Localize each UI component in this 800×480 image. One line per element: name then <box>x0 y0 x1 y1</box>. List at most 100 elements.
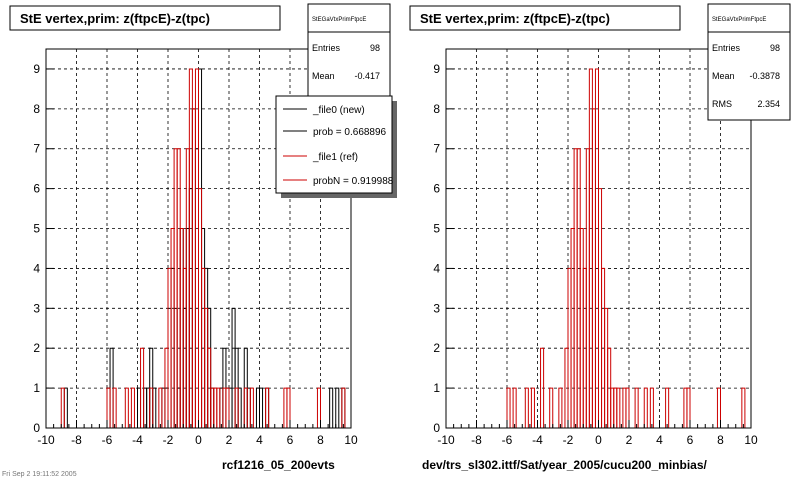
right-xtick-label: -8 <box>471 433 482 447</box>
legend-label-ref: _file1 (ref) <box>312 152 358 163</box>
left-xtick-label: 6 <box>287 433 294 447</box>
left-xtick-label: -10 <box>37 433 55 447</box>
left-bin <box>249 387 254 428</box>
right-xtick-label: -10 <box>437 433 455 447</box>
left-xtick-label: 10 <box>344 433 358 447</box>
right-ytick-label: 9 <box>433 62 440 76</box>
right-bin <box>643 387 648 428</box>
right-xtick-label: 0 <box>595 433 602 447</box>
right-title: StE vertex,prim: z(ftpcE)-z(tpc) <box>420 11 610 26</box>
legend-label-prob: prob = 0.668896 <box>313 127 387 138</box>
right-ytick-label: 6 <box>433 182 440 196</box>
left-title-box: StE vertex,prim: z(ftpcE)-z(tpc) <box>9 5 281 31</box>
left-ytick-label: 7 <box>33 142 40 156</box>
right-bin <box>558 387 563 428</box>
left-xtick-label: -6 <box>102 433 113 447</box>
left-bin <box>106 387 111 428</box>
right-rms-value: 2.354 <box>757 99 780 109</box>
left-xtick-label: -8 <box>71 433 82 447</box>
left-stats-header: StEGaVtxPrimFtpcE <box>312 17 366 23</box>
left-bin <box>259 387 264 428</box>
right-xtick-label: -6 <box>502 433 513 447</box>
right-mean-value: -0.3878 <box>749 71 780 81</box>
left-bin <box>130 387 135 428</box>
right-series-0 <box>506 68 746 428</box>
right-ytick-label: 4 <box>433 261 440 275</box>
left-ytick-label: 5 <box>33 222 40 236</box>
left-bin <box>316 387 321 428</box>
right-bin <box>686 387 691 428</box>
right-stats-header: StEGaVtxPrimFtpcE <box>712 17 766 23</box>
right-bin <box>524 387 529 428</box>
left-title: StE vertex,prim: z(ftpcE)-z(tpc) <box>20 11 210 26</box>
right-xtick-label: -4 <box>532 433 543 447</box>
right-bin <box>540 347 545 428</box>
right-ytick-label: 7 <box>433 142 440 156</box>
left-xtick-label: -4 <box>132 433 143 447</box>
left-xtick-label: -2 <box>163 433 174 447</box>
right-bin <box>741 387 746 428</box>
right-ytick-label: 8 <box>433 102 440 116</box>
left-bin <box>341 387 346 428</box>
left-xtick-label: 2 <box>226 433 233 447</box>
left-bin <box>243 387 248 428</box>
left-bin <box>234 387 239 428</box>
right-bin <box>625 387 630 428</box>
right-ytick-label: 1 <box>433 381 440 395</box>
right-bin <box>512 387 517 428</box>
right-entries-label: Entries <box>712 43 741 53</box>
right-rms-label: RMS <box>712 99 732 109</box>
right-footer: dev/trs_sl302.ittf/Sat/year_2005/cucu200… <box>422 458 707 472</box>
timestamp: Fri Sep 2 19:11:52 2005 <box>2 471 77 478</box>
right-bin <box>549 387 554 428</box>
right-xtick-label: -2 <box>563 433 574 447</box>
left-xtick-label: 0 <box>195 433 202 447</box>
left-bin <box>140 347 145 428</box>
left-ytick-label: 1 <box>33 381 40 395</box>
left-entries-label: Entries <box>312 43 341 53</box>
left-xtick-label: 4 <box>256 433 263 447</box>
left-bin <box>216 387 221 428</box>
left-bin <box>329 387 334 428</box>
left-ytick-label: 0 <box>33 421 40 435</box>
left-mean-value: -0.417 <box>354 71 380 81</box>
left-ytick-label: 4 <box>33 261 40 275</box>
right-bin <box>716 387 721 428</box>
right-xtick-label: 2 <box>626 433 633 447</box>
left-bin <box>265 387 270 428</box>
right-plot-area: -10 -8 -6 -4 -2 0 2 4 6 8 10 0 1 2 3 4 5 6 7 8 9 <box>433 48 758 447</box>
right-ytick-label: 0 <box>433 421 440 435</box>
left-ytick-label: 6 <box>33 182 40 196</box>
left-bin <box>149 387 154 428</box>
right-ytick-label: 3 <box>433 301 440 315</box>
left-bin <box>158 387 163 428</box>
right-xtick-label: 8 <box>717 433 724 447</box>
left-bin <box>286 387 291 428</box>
right-entries-value: 98 <box>770 43 780 53</box>
left-ytick-label: 9 <box>33 62 40 76</box>
right-ytick-label: 5 <box>433 222 440 236</box>
right-mean-label: Mean <box>712 71 735 81</box>
right-bin <box>530 387 535 428</box>
right-xtick-label: 10 <box>744 433 758 447</box>
right-title-box: StE vertex,prim: z(ftpcE)-z(tpc) <box>409 5 681 31</box>
left-ytick-label: 2 <box>33 341 40 355</box>
right-bin <box>616 387 621 428</box>
right-xtick-label: 6 <box>687 433 694 447</box>
left-ytick-label: 3 <box>33 301 40 315</box>
left-series-1 <box>60 68 346 428</box>
left-bin <box>112 387 117 428</box>
right-bin <box>506 387 511 428</box>
left-bin <box>124 387 129 428</box>
left-entries-value: 98 <box>370 43 380 53</box>
right-stats-box: StEGaVtxPrimFtpcE Entries 98 Mean -0.387… <box>707 3 791 121</box>
left-stats-box: StEGaVtxPrimFtpcE Entries 98 Mean -0.417 <box>307 3 391 97</box>
right-xtick-label: 4 <box>656 433 663 447</box>
legend-box: _file0 (new) prob = 0.668896 _file1 (ref… <box>275 95 397 198</box>
left-bin <box>225 387 230 428</box>
left-footer: rcf1216_05_200evts <box>222 458 335 472</box>
right-bin <box>649 387 654 428</box>
left-mean-label: Mean <box>312 71 335 81</box>
right-bin <box>665 387 670 428</box>
